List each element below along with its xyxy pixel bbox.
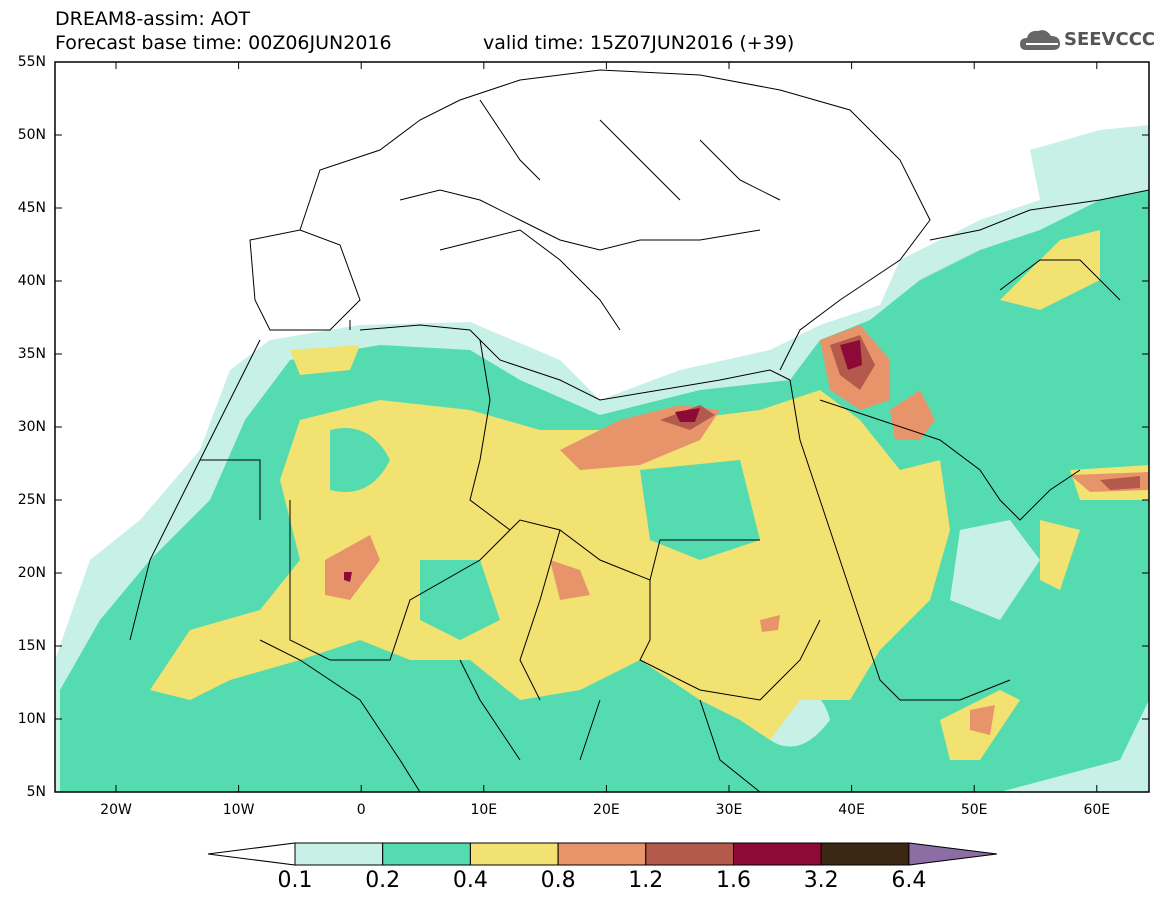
latitude-label: 10N xyxy=(17,711,46,727)
latitude-label: 25N xyxy=(17,492,46,508)
longitude-label: 0 xyxy=(356,802,366,818)
contour-1-6 xyxy=(840,340,862,370)
colorbar-segment xyxy=(469,842,559,866)
longitude-label: 40E xyxy=(838,802,865,818)
colorbar-segment xyxy=(820,842,910,866)
colorbar-tick-label: 1.2 xyxy=(628,868,664,893)
colorbar-tick-label: 0.2 xyxy=(365,868,401,893)
colorbar-tick-label: 0.4 xyxy=(452,868,488,893)
latitude-label: 15N xyxy=(17,638,46,654)
colorbar-over-triangle xyxy=(908,842,997,866)
colorbar-under-triangle xyxy=(207,842,296,866)
longitude-label: 30E xyxy=(715,802,743,818)
latitude-label: 20N xyxy=(17,565,46,581)
logo-text: SEEVCCC xyxy=(1064,29,1156,50)
longitude-label: 10E xyxy=(470,802,498,818)
latitude-label: 55N xyxy=(17,54,46,70)
longitude-label: 50E xyxy=(960,802,988,818)
latitude-label: 40N xyxy=(17,273,46,289)
colorbar-segment xyxy=(382,842,471,866)
map-title: DREAM8-assim: AOT xyxy=(55,8,251,30)
valid-time: valid time: 15Z07JUN2016 (+39) xyxy=(483,32,795,54)
colorbar-segment xyxy=(294,842,384,866)
forecast-base-time: Forecast base time: 00Z06JUN2016 xyxy=(55,32,392,54)
colorbar-tick-label: 3.2 xyxy=(803,868,839,893)
colorbar-tick-label: 0.1 xyxy=(277,868,313,893)
longitude-label: 20E xyxy=(593,802,620,818)
longitude-label: 20W xyxy=(100,802,132,818)
colorbar-tick-label: 6.4 xyxy=(891,868,927,893)
colorbar-segment xyxy=(733,842,822,866)
colorbar-tick-label: 0.8 xyxy=(540,868,576,893)
seevccc-logo xyxy=(1020,30,1060,50)
longitude-label: 10W xyxy=(222,802,255,818)
cloud-icon xyxy=(1020,30,1060,50)
latitude-label: 5N xyxy=(26,784,46,800)
aot-contours xyxy=(55,125,1149,792)
colorbar-tick-label: 1.6 xyxy=(716,868,751,893)
latitude-label: 30N xyxy=(17,419,46,435)
axis-ticks xyxy=(55,61,1149,793)
colorbar-segment xyxy=(557,842,647,866)
latitude-label: 35N xyxy=(17,346,46,362)
colorbar-segment xyxy=(645,842,734,866)
latitude-label: 50N xyxy=(17,127,46,143)
coastlines xyxy=(129,69,1149,792)
latitude-label: 45N xyxy=(17,200,46,216)
longitude-label: 60E xyxy=(1083,802,1111,818)
